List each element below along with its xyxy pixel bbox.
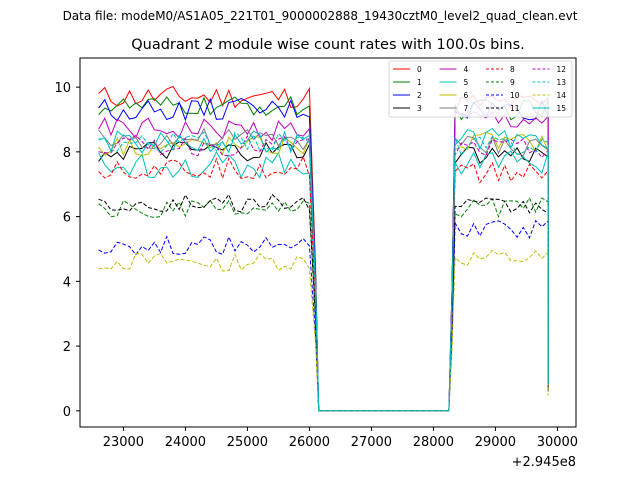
x-tick-label: 28000: [413, 435, 454, 450]
x-tick-label: 29000: [475, 435, 516, 450]
x-tick-label: 30000: [537, 435, 578, 450]
y-tick-label: 10: [54, 81, 71, 96]
y-tick-label: 2: [63, 340, 71, 355]
legend-label-14: 14: [557, 91, 567, 100]
y-axis: 0 2 4 6 8 10: [54, 81, 80, 420]
series-line-4: [98, 111, 549, 412]
x-tick-label: 25000: [227, 435, 268, 450]
legend-label-15: 15: [557, 104, 567, 113]
legend-box: [388, 60, 573, 118]
legend-label-9: 9: [510, 78, 515, 87]
series-line-5: [98, 150, 549, 412]
series-line-10: [98, 219, 549, 412]
series-line-14: [98, 249, 549, 412]
legend-label-1: 1: [417, 78, 422, 87]
x-offset-label: +2.945e8: [512, 455, 576, 470]
legend-label-4: 4: [464, 65, 469, 74]
plot-frame: [79, 57, 577, 428]
y-tick-label: 6: [63, 211, 71, 226]
series-layer: [98, 85, 549, 412]
legend-label-8: 8: [510, 65, 515, 74]
legend-label-7: 7: [464, 104, 469, 113]
series-line-11: [98, 193, 549, 412]
legend-label-13: 13: [557, 78, 567, 87]
x-tick-label: 24000: [165, 435, 206, 450]
legend-label-0: 0: [417, 65, 422, 74]
x-tick-label: 26000: [289, 435, 330, 450]
legend-label-2: 2: [417, 91, 422, 100]
series-line-15: [98, 127, 549, 412]
series-line-13: [98, 131, 549, 412]
x-tick-label: 23000: [103, 435, 144, 450]
series-line-7: [98, 127, 549, 412]
y-tick-label: 0: [63, 405, 71, 420]
chart-suptitle: Data file: modeM0/AS1A05_221T01_90000028…: [63, 9, 578, 23]
legend-label-10: 10: [510, 91, 520, 100]
legend-label-6: 6: [464, 91, 469, 100]
series-line-9: [98, 196, 549, 412]
legend-label-3: 3: [417, 104, 422, 113]
y-tick-label: 8: [63, 146, 71, 161]
series-line-12: [98, 134, 549, 412]
chart-title: Quadrant 2 module wise count rates with …: [131, 37, 525, 53]
x-axis: 23000 24000 25000 26000 27000 28000 29000 30000: [103, 427, 578, 450]
x-tick-label: 27000: [351, 435, 392, 450]
y-tick-label: 4: [63, 275, 71, 290]
legend-label-12: 12: [557, 65, 567, 74]
series-line-6: [98, 131, 549, 412]
legend-label-5: 5: [464, 78, 469, 87]
legend-label-11: 11: [510, 104, 520, 113]
series-line-8: [98, 155, 549, 412]
